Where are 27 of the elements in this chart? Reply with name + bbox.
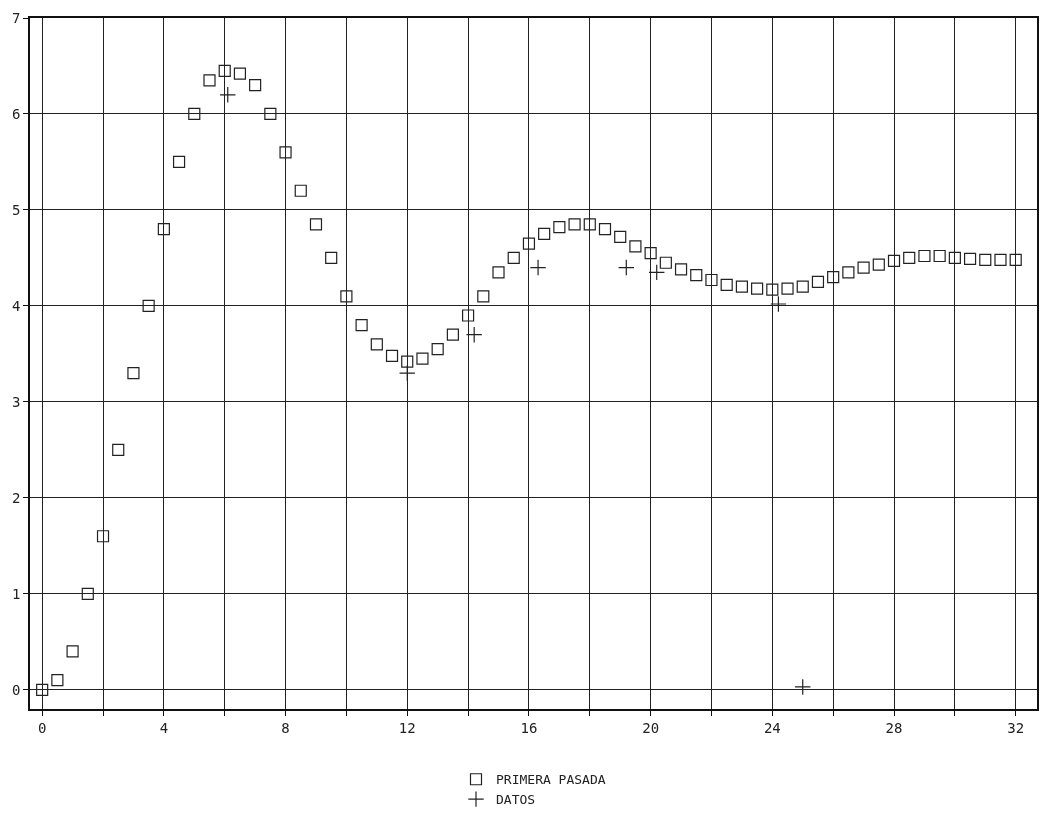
point bbox=[648, 264, 666, 281]
y-tick-label: 4 bbox=[12, 297, 21, 314]
x-tick-label: 0 bbox=[37, 719, 47, 736]
y-tick-label: 0 bbox=[12, 681, 21, 698]
y-tick-label: 5 bbox=[12, 201, 21, 218]
y-tick-label: 1 bbox=[12, 585, 21, 602]
x-tick-label: 28 bbox=[885, 719, 903, 736]
y-tick-label: 7 bbox=[12, 9, 21, 26]
x-tick-label: 32 bbox=[1007, 719, 1025, 736]
x-tick-label: 24 bbox=[763, 719, 781, 736]
point bbox=[219, 86, 237, 104]
point bbox=[465, 326, 483, 344]
legend-label: DATOS bbox=[496, 792, 536, 808]
point bbox=[794, 678, 812, 696]
point bbox=[398, 364, 416, 382]
legend-label: PRIMERA PASADA bbox=[496, 772, 606, 788]
x-tick-label: 20 bbox=[642, 719, 660, 736]
x-tick-label: 8 bbox=[281, 719, 290, 736]
x-tick-label: 4 bbox=[159, 719, 169, 736]
point bbox=[770, 295, 787, 313]
point bbox=[529, 259, 547, 276]
y-tick-label: 2 bbox=[12, 489, 21, 506]
y-tick-label: 3 bbox=[12, 393, 21, 410]
point bbox=[617, 259, 635, 276]
y-tick-label: 6 bbox=[12, 105, 21, 122]
x-tick-label: 12 bbox=[398, 719, 416, 736]
x-tick-label: 16 bbox=[520, 719, 538, 736]
